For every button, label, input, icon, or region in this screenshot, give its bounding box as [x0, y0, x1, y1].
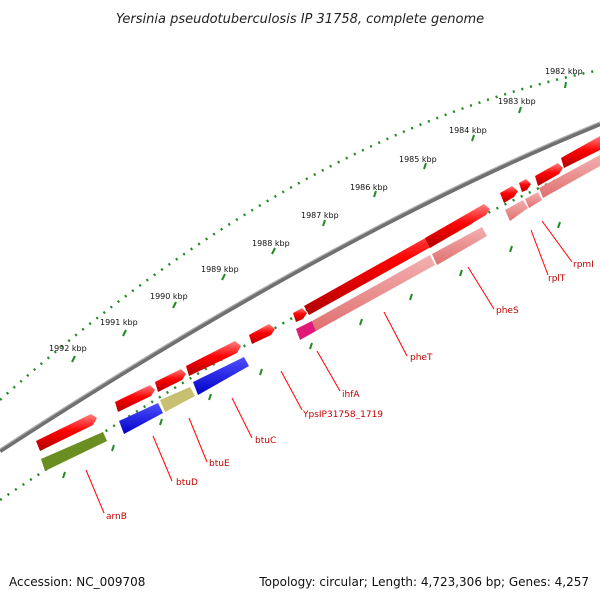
- outer-tick-marks: [71, 81, 567, 363]
- gene-arrow-next2[interactable]: [561, 136, 600, 168]
- tick-label-1982: 1982 kbp: [545, 67, 583, 76]
- accession-text: Accession: NC_009708: [9, 575, 145, 589]
- feature-bar-pheT[interactable]: [312, 255, 435, 331]
- feature-bar-next[interactable]: [539, 155, 600, 198]
- gene-label-pheT[interactable]: pheT: [410, 353, 433, 363]
- feature-bar-pheS[interactable]: [432, 227, 487, 265]
- gene-labels: rpmI rplT pheS pheT ihfA YpsIP31758_1719…: [106, 260, 594, 522]
- gene-arrow-next1[interactable]: [535, 163, 563, 186]
- gene-arrows: [36, 136, 600, 451]
- tick-label-1988: 1988 kbp: [252, 239, 290, 248]
- gene-label-btuC[interactable]: btuC: [255, 436, 276, 446]
- tick-label-1992: 1992 kbp: [49, 344, 87, 353]
- gene-label-ihfA[interactable]: ihfA: [342, 390, 360, 400]
- gene-arrow-ihfA[interactable]: [293, 308, 307, 322]
- gene-label-pheS[interactable]: pheS: [496, 306, 519, 316]
- feature-bar-ihfA[interactable]: [296, 321, 316, 340]
- feature-bar-btuC[interactable]: [193, 357, 249, 395]
- topology-text: Topology: circular; Length: 4,723,306 bp…: [258, 575, 589, 589]
- gene-arrow-btuD[interactable]: [115, 385, 155, 412]
- gene-label-rplT[interactable]: rplT: [548, 274, 566, 284]
- inner-tick-marks: [62, 221, 561, 479]
- gene-arrow-btuC[interactable]: [186, 341, 241, 376]
- tick-label-1986: 1986 kbp: [350, 183, 388, 192]
- genome-backbone: [0, 121, 600, 453]
- feature-bar-arnB[interactable]: [41, 432, 107, 471]
- tick-labels: 1982 kbp 1983 kbp 1984 kbp 1985 kbp 1986…: [49, 67, 583, 353]
- gene-arrow-arnB[interactable]: [36, 414, 97, 451]
- gene-label-btuD[interactable]: btuD: [176, 478, 198, 488]
- genome-backbone-highlight: [0, 121, 600, 450]
- tick-label-1989: 1989 kbp: [201, 265, 239, 274]
- tick-label-1987: 1987 kbp: [301, 211, 339, 220]
- tick-label-1985: 1985 kbp: [399, 155, 437, 164]
- gene-label-rpmI[interactable]: rpmI: [573, 260, 594, 270]
- tick-label-1984: 1984 kbp: [449, 126, 487, 135]
- gene-label-YpsIP31758_1719[interactable]: YpsIP31758_1719: [302, 410, 383, 420]
- gene-label-arnB[interactable]: arnB: [106, 512, 127, 522]
- gene-arrow-pheS[interactable]: [425, 204, 490, 248]
- gene-label-btuE[interactable]: btuE: [209, 459, 230, 469]
- feature-bar-rpmI[interactable]: [525, 192, 542, 208]
- gene-arrow-rplT[interactable]: [500, 186, 518, 203]
- feature-bars: [41, 155, 600, 471]
- feature-bar-btuE[interactable]: [160, 387, 195, 412]
- leader-lines: [85, 220, 573, 514]
- feature-bar-rplT[interactable]: [505, 200, 528, 221]
- outer-scale-ring: [0, 68, 600, 401]
- gene-arrow-btuE[interactable]: [155, 369, 186, 392]
- feature-bar-btuD[interactable]: [119, 403, 163, 434]
- gene-arrow-YpsIP31758_1719[interactable]: [249, 324, 275, 344]
- tick-label-1991: 1991 kbp: [100, 318, 138, 327]
- gene-arrow-rpmI[interactable]: [519, 179, 531, 192]
- tick-label-1983: 1983 kbp: [498, 97, 536, 106]
- page-title: Yersinia pseudotuberculosis IP 31758, co…: [116, 12, 484, 27]
- tick-label-1990: 1990 kbp: [150, 292, 188, 301]
